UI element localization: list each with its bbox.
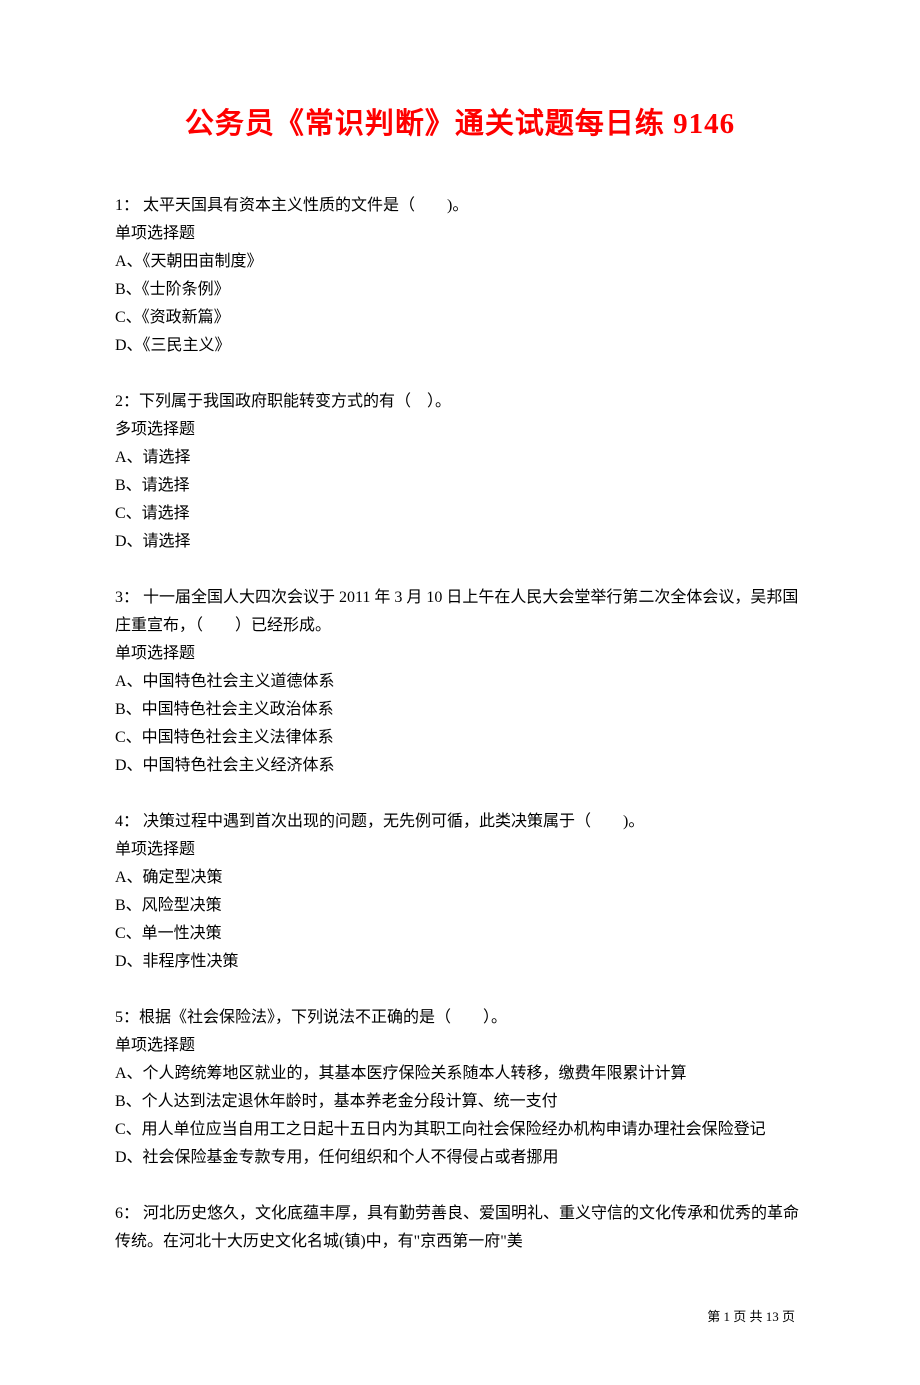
option-a: A、请选择 [115,444,805,472]
question-type: 多项选择题 [115,416,805,444]
question-type: 单项选择题 [115,640,805,668]
question-2: 2：下列属于我国政府职能转变方式的有（ ）。 多项选择题 A、请选择 B、请选择… [115,388,805,556]
option-c: C、请选择 [115,500,805,528]
question-1: 1： 太平天国具有资本主义性质的文件是（ )。 单项选择题 A、《天朝田亩制度》… [115,192,805,360]
option-c: C、用人单位应当自用工之日起十五日内为其职工向社会保险经办机构申请办理社会保险登… [115,1116,805,1144]
option-d: D、中国特色社会主义经济体系 [115,752,805,780]
question-text: 2：下列属于我国政府职能转变方式的有（ ）。 [115,388,805,416]
option-a: A、中国特色社会主义道德体系 [115,668,805,696]
question-6: 6： 河北历史悠久，文化底蕴丰厚，具有勤劳善良、爱国明礼、重义守信的文化传承和优… [115,1200,805,1256]
option-d: D、社会保险基金专款专用，任何组织和个人不得侵占或者挪用 [115,1144,805,1172]
question-type: 单项选择题 [115,220,805,248]
question-type: 单项选择题 [115,836,805,864]
question-text: 4： 决策过程中遇到首次出现的问题，无先例可循，此类决策属于（ )。 [115,808,805,836]
footer-mid: 页 共 [730,1309,766,1324]
option-d: D、《三民主义》 [115,332,805,360]
option-c: C、中国特色社会主义法律体系 [115,724,805,752]
option-b: B、《士阶条例》 [115,276,805,304]
footer-total-pages: 13 [766,1309,779,1324]
option-b: B、中国特色社会主义政治体系 [115,696,805,724]
page-footer: 第 1 页 共 13 页 [115,1306,805,1325]
question-text: 1： 太平天国具有资本主义性质的文件是（ )。 [115,192,805,220]
option-c: C、单一性决策 [115,920,805,948]
option-a: A、个人跨统筹地区就业的，其基本医疗保险关系随本人转移，缴费年限累计计算 [115,1060,805,1088]
option-b: B、风险型决策 [115,892,805,920]
option-b: B、请选择 [115,472,805,500]
option-c: C、《资政新篇》 [115,304,805,332]
page-title: 公务员《常识判断》通关试题每日练 9146 [115,100,805,142]
question-text: 5：根据《社会保险法》，下列说法不正确的是（ ）。 [115,1004,805,1032]
question-4: 4： 决策过程中遇到首次出现的问题，无先例可循，此类决策属于（ )。 单项选择题… [115,808,805,976]
footer-prefix: 第 [707,1309,723,1324]
question-type: 单项选择题 [115,1032,805,1060]
option-d: D、非程序性决策 [115,948,805,976]
question-5: 5：根据《社会保险法》，下列说法不正确的是（ ）。 单项选择题 A、个人跨统筹地… [115,1004,805,1172]
question-text: 3： 十一届全国人大四次会议于 2011 年 3 月 10 日上午在人民大会堂举… [115,584,805,640]
question-3: 3： 十一届全国人大四次会议于 2011 年 3 月 10 日上午在人民大会堂举… [115,584,805,780]
option-b: B、个人达到法定退休年龄时，基本养老金分段计算、统一支付 [115,1088,805,1116]
option-a: A、确定型决策 [115,864,805,892]
option-a: A、《天朝田亩制度》 [115,248,805,276]
option-d: D、请选择 [115,528,805,556]
question-text: 6： 河北历史悠久，文化底蕴丰厚，具有勤劳善良、爱国明礼、重义守信的文化传承和优… [115,1200,805,1256]
footer-suffix: 页 [779,1309,795,1324]
